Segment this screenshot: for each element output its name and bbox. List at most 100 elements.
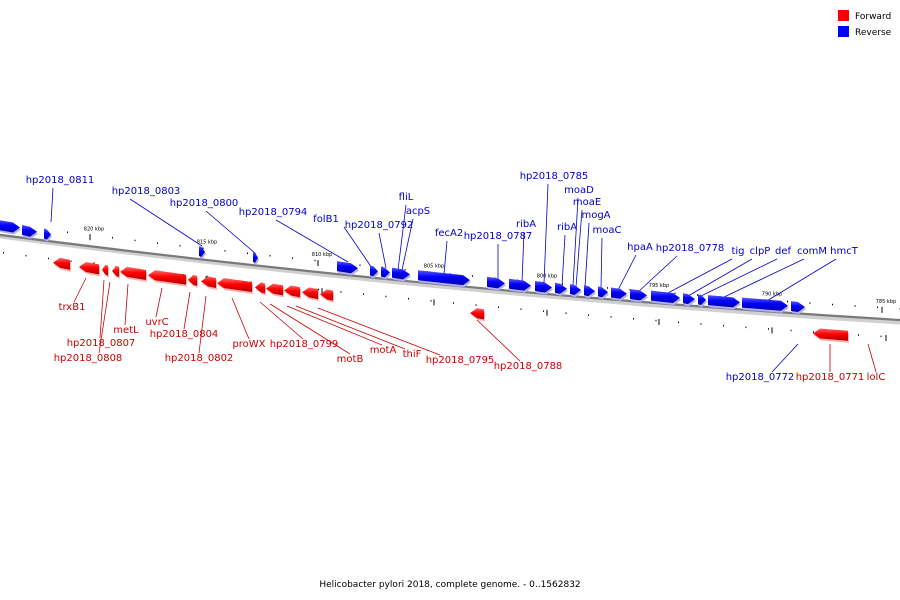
label-leader-line [443, 240, 448, 275]
minor-tick-lower [48, 257, 49, 260]
label-leader-line [73, 277, 87, 303]
gene-label: comM [797, 246, 827, 257]
gene-label: def [775, 246, 792, 257]
reverse-gene-arrow[interactable] [570, 284, 581, 295]
label-leader-line [637, 255, 678, 293]
gene-label: moaC [593, 225, 622, 236]
forward-gene-arrow[interactable] [302, 287, 318, 300]
minor-tick-lower [408, 297, 409, 300]
forward-gene-arrow[interactable] [79, 261, 99, 275]
label-leader-line [98, 281, 111, 354]
reverse-gene-arrow[interactable] [611, 287, 627, 299]
forward-gene-arrow[interactable] [120, 266, 146, 281]
minor-tick-lower [453, 302, 454, 304]
minor-tick-lower [363, 293, 364, 295]
reverse-gene-arrow[interactable] [370, 265, 378, 277]
forward-gene-arrow[interactable] [320, 289, 333, 301]
minor-tick-lower [858, 334, 859, 336]
gene-label: hp2018_0771 [796, 372, 865, 383]
forward-gene-arrow[interactable] [266, 283, 283, 296]
label-leader-line [198, 295, 207, 354]
forward-gene-arrow[interactable] [813, 328, 848, 341]
forward-gene-arrow[interactable] [470, 308, 484, 320]
label-leader-line [155, 287, 163, 318]
gene-label: hpaA [627, 242, 653, 253]
reverse-gene-arrow[interactable] [535, 281, 552, 293]
kbp-tick-label: 820 kbp [84, 226, 104, 232]
label-leader-line [259, 301, 304, 340]
reverse-gene-arrow[interactable] [584, 285, 595, 297]
legend: Forward Reverse [838, 10, 892, 38]
gene-label: ribA [557, 222, 577, 233]
minor-tick [854, 305, 856, 307]
reverse-gene-arrow[interactable] [630, 289, 647, 301]
forward-gene-arrow[interactable] [53, 257, 70, 270]
forward-gene-arrow[interactable] [201, 276, 216, 289]
label-leader-line [286, 305, 383, 346]
reverse-gene-arrow[interactable] [598, 286, 608, 298]
reverse-gene-arrow[interactable] [708, 295, 740, 308]
label-leader-line [721, 258, 805, 299]
minor-tick-lower [813, 331, 814, 333]
kbp-tick-label: 810 kbp [312, 252, 332, 258]
forward-gene-arrow[interactable] [102, 264, 108, 276]
gene-label: fecA2 [435, 228, 463, 239]
gene-label: mogA [581, 210, 610, 221]
kbp-tick-label: 815 kbp [197, 240, 217, 246]
reverse-gene-arrow[interactable] [791, 301, 805, 312]
gene-label: hp2018_0785 [520, 171, 589, 182]
label-leader-line [561, 234, 566, 287]
reverse-gene-arrow[interactable] [651, 290, 680, 303]
minor-tick-lower [633, 318, 634, 320]
label-leader-line [521, 231, 525, 283]
gene-labels: hp2018_0811hp2018_0803hp2018_0800hp2018_… [26, 171, 886, 383]
reverse-gene-arrow[interactable] [742, 297, 788, 311]
label-leader-line [397, 204, 407, 271]
forward-gene-arrow[interactable] [217, 278, 252, 293]
label-leader-line [543, 183, 549, 285]
forward-gene-arrow[interactable] [112, 265, 119, 277]
legend-reverse-label: Reverse [855, 28, 892, 38]
label-leader-line [378, 232, 387, 269]
minor-tick-lower [723, 324, 724, 327]
genome-backbone-shadow [0, 233, 900, 325]
forward-gene-arrow[interactable] [148, 270, 186, 285]
label-leader-line [231, 297, 250, 340]
reverse-gene-arrow[interactable] [22, 224, 37, 237]
reverse-gene-arrow[interactable] [418, 270, 470, 286]
reverse-gene-arrow[interactable] [199, 246, 205, 257]
forward-gene-arrow[interactable] [255, 282, 265, 294]
reverse-gene-arrow[interactable] [509, 278, 531, 291]
reverse-gene-arrow[interactable] [487, 276, 505, 289]
forward-gene-arrow[interactable] [284, 285, 300, 298]
reverse-gene-arrow[interactable] [392, 267, 410, 280]
minor-tick-lower [25, 254, 27, 257]
reverse-gene-arrow[interactable] [683, 293, 695, 305]
label-leader-line [401, 218, 414, 271]
minor-tick [134, 239, 136, 242]
minor-tick-lower [340, 291, 342, 293]
label-leader-line [867, 343, 877, 373]
gene-label: hp2018_0802 [165, 353, 234, 364]
reverse-gene-arrow[interactable] [381, 266, 390, 278]
reverse-gene-arrow[interactable] [44, 228, 51, 240]
minor-tick [832, 303, 833, 306]
reverse-gene-arrow[interactable] [337, 261, 358, 274]
reverse-gene-arrow[interactable] [253, 252, 258, 263]
gene-label: acpS [406, 206, 430, 217]
minor-tick-lower [520, 308, 522, 310]
label-leader-line [476, 319, 521, 362]
minor-tick-lower [498, 306, 499, 308]
label-leader-line [617, 254, 637, 291]
minor-tick [179, 244, 181, 247]
reverse-gene-arrow[interactable] [0, 219, 20, 233]
label-leader-line [183, 291, 191, 330]
reverse-gene-arrow[interactable] [555, 282, 567, 294]
label-leader-line [771, 343, 799, 373]
minor-tick-lower [588, 314, 589, 316]
reverse-gene-arrow[interactable] [698, 294, 706, 305]
gene-label: motB [337, 354, 364, 365]
forward-gene-arrow[interactable] [188, 274, 197, 286]
minor-tick-lower [880, 335, 882, 338]
